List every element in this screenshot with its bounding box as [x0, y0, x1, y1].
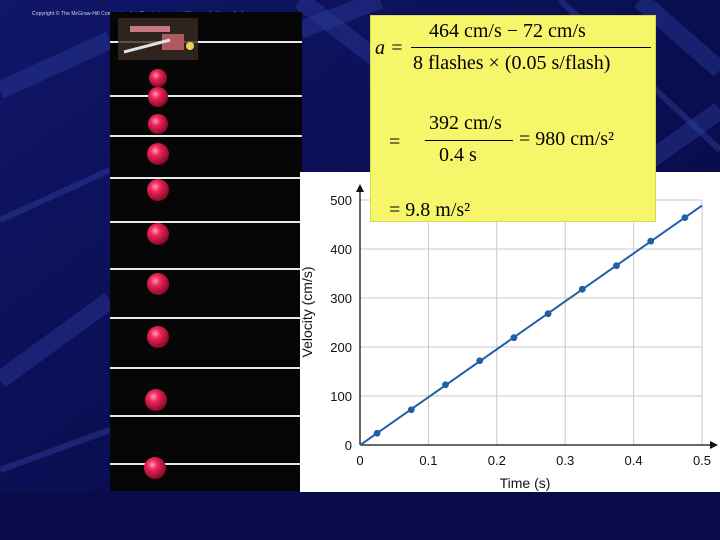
x-tick-label: 0 [356, 453, 363, 468]
y-tick-label: 500 [330, 193, 352, 208]
data-point [647, 237, 655, 245]
data-point [442, 381, 449, 389]
x-axis-label: Time (s) [500, 475, 551, 491]
x-tick-label: 0.2 [488, 453, 506, 468]
x-axis-arrow [710, 441, 718, 449]
axes [356, 184, 718, 449]
equation-line1-denominator: 8 flashes × (0.05 s/flash) [413, 52, 611, 74]
x-tick-label: 0.5 [693, 453, 711, 468]
data-point [476, 357, 484, 365]
ball [144, 457, 166, 479]
data-point [544, 310, 552, 318]
ball [145, 389, 167, 411]
equation-line2-result: = 980 cm/s² [519, 128, 615, 150]
data-point [578, 285, 586, 293]
x-tick-label: 0.1 [419, 453, 437, 468]
x-tick-labels: 0 0.1 0.2 0.3 0.4 0.5 [356, 453, 711, 468]
equation-line3-result: = 9.8 m/s² [389, 199, 471, 221]
y-tick-label: 100 [330, 389, 352, 404]
y-tick-labels: 0 100 200 300 400 500 [330, 193, 352, 453]
ball [147, 326, 169, 348]
x-tick-label: 0.3 [556, 453, 574, 468]
fraction-bar [425, 140, 513, 141]
acceleration-equation: a = 464 cm/s − 72 cm/s 8 flashes × (0.05… [370, 15, 656, 222]
ball [148, 87, 168, 107]
data-point [613, 262, 620, 270]
equation-line2-numerator: 392 cm/s [429, 112, 502, 134]
data-point [373, 429, 381, 437]
fit-line [359, 204, 703, 446]
ball [148, 114, 168, 134]
equation-line2-equals: = [389, 131, 401, 153]
equation-line2-denominator: 0.4 s [439, 144, 477, 166]
ball [149, 69, 167, 87]
strobe-photo [110, 12, 302, 491]
equation-a-symbol: a = [375, 37, 404, 59]
y-axis-label: Velocity (cm/s) [300, 266, 315, 357]
velocity-time-graph: 0 0.1 0.2 0.3 0.4 0.5 0 100 200 300 400 500 Time (… [300, 172, 720, 495]
ball [147, 179, 169, 201]
fraction-bar [411, 47, 651, 48]
ball [147, 223, 169, 245]
release-clamp [118, 18, 198, 60]
equation-line1-numerator: 464 cm/s − 72 cm/s [429, 20, 586, 42]
y-tick-label: 200 [330, 340, 352, 355]
data-point [510, 334, 518, 342]
x-tick-label: 0.4 [625, 453, 643, 468]
y-tick-label: 0 [345, 438, 352, 453]
slide-footer-bar [0, 492, 720, 540]
ball-sequence [144, 69, 169, 479]
y-tick-label: 300 [330, 291, 352, 306]
y-axis-arrow [356, 184, 364, 192]
data-points [373, 214, 689, 437]
ball [147, 273, 169, 295]
data-point [407, 406, 415, 414]
ball [147, 143, 169, 165]
data-point [681, 214, 689, 222]
y-tick-label: 400 [330, 242, 352, 257]
